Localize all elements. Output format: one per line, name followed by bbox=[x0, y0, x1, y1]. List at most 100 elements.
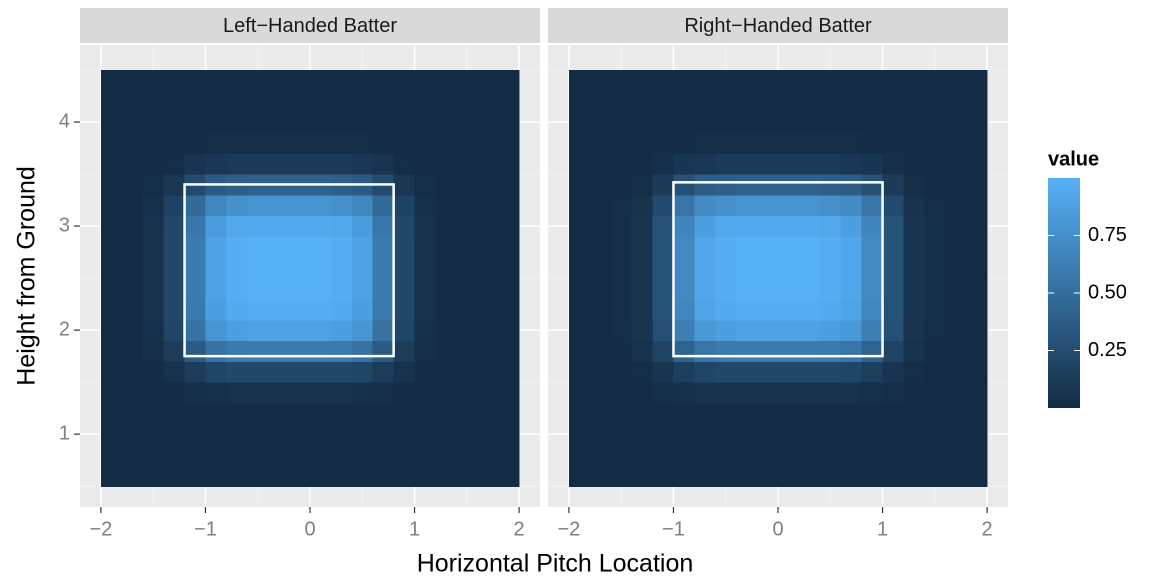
heat-cell bbox=[798, 298, 821, 321]
heat-cell bbox=[456, 194, 478, 217]
heat-cell bbox=[435, 90, 457, 113]
heat-cell bbox=[163, 361, 186, 383]
heat-cell bbox=[631, 111, 654, 134]
heat-cell bbox=[652, 423, 675, 446]
heat-cell bbox=[757, 257, 779, 279]
heat-cell bbox=[310, 153, 332, 175]
heat-cell bbox=[819, 382, 842, 404]
heat-cell bbox=[142, 382, 165, 404]
heat-cell bbox=[631, 90, 654, 113]
heat-cell bbox=[589, 215, 612, 238]
heat-cell bbox=[631, 340, 654, 362]
heat-cell bbox=[840, 236, 863, 258]
heat-cell bbox=[351, 111, 374, 134]
heat-cell bbox=[715, 194, 737, 217]
heat-cell bbox=[456, 278, 478, 300]
heat-cell bbox=[798, 278, 821, 300]
heat-cell bbox=[414, 340, 437, 362]
heat-cell bbox=[966, 90, 988, 113]
heat-cell bbox=[268, 402, 290, 425]
heat-cell bbox=[589, 278, 612, 300]
heat-cell bbox=[903, 69, 925, 92]
heat-cell bbox=[903, 402, 925, 425]
heat-cell bbox=[121, 111, 144, 134]
heat-cell bbox=[778, 465, 800, 487]
legend-title: value bbox=[1048, 148, 1099, 170]
heat-cell bbox=[778, 278, 800, 300]
heat-cell bbox=[247, 111, 269, 134]
heat-cell bbox=[163, 194, 186, 217]
heat-cell bbox=[393, 361, 416, 383]
heat-cell bbox=[778, 319, 800, 342]
heat-cell bbox=[610, 382, 633, 404]
heat-cell bbox=[393, 153, 416, 175]
heat-cell bbox=[100, 319, 123, 342]
heat-cell bbox=[351, 257, 374, 279]
heat-cell bbox=[589, 132, 612, 154]
heat-cell bbox=[163, 298, 186, 321]
heat-cell bbox=[289, 90, 311, 113]
heat-cell bbox=[184, 111, 207, 134]
heat-cell bbox=[840, 90, 863, 113]
heat-cell bbox=[903, 111, 925, 134]
heat-cell bbox=[205, 69, 227, 92]
heat-cell bbox=[966, 361, 988, 383]
heat-cell bbox=[882, 402, 905, 425]
heat-cell bbox=[163, 402, 186, 425]
heat-cell bbox=[924, 444, 946, 466]
x-tick-label: 0 bbox=[304, 518, 315, 540]
heat-cell bbox=[100, 423, 123, 446]
heat-cell bbox=[589, 111, 612, 134]
heat-cell bbox=[610, 90, 633, 113]
heat-cell bbox=[736, 465, 758, 487]
heat-cell bbox=[142, 215, 165, 238]
heat-cell bbox=[673, 257, 695, 279]
heat-cell bbox=[163, 257, 186, 279]
heat-cell bbox=[903, 174, 925, 196]
heat-cell bbox=[268, 382, 290, 404]
heat-cell bbox=[589, 174, 612, 196]
heat-cell bbox=[498, 319, 520, 342]
heat-cell bbox=[924, 215, 946, 238]
heat-cell bbox=[694, 90, 716, 113]
heat-cell bbox=[673, 361, 695, 383]
heat-cell bbox=[798, 465, 821, 487]
heat-cell bbox=[121, 236, 144, 258]
strip-title: Left−Handed Batter bbox=[223, 15, 397, 37]
heat-cell bbox=[819, 69, 842, 92]
heat-cell bbox=[226, 69, 248, 92]
heat-cell bbox=[736, 361, 758, 383]
heat-cell bbox=[477, 236, 499, 258]
heat-cell bbox=[289, 319, 311, 342]
heat-cell bbox=[652, 174, 675, 196]
heat-cell bbox=[498, 257, 520, 279]
heat-cell bbox=[736, 382, 758, 404]
heat-cell bbox=[945, 215, 967, 238]
heat-cell bbox=[121, 194, 144, 217]
heat-cell bbox=[247, 444, 269, 466]
heat-cell bbox=[966, 444, 988, 466]
heat-cell bbox=[840, 298, 863, 321]
heat-cell bbox=[757, 340, 779, 362]
heat-cell bbox=[100, 278, 123, 300]
heat-cell bbox=[757, 90, 779, 113]
heat-cell bbox=[652, 298, 675, 321]
heat-cell bbox=[100, 298, 123, 321]
x-tick-label: −1 bbox=[194, 518, 217, 540]
heat-cell bbox=[289, 361, 311, 383]
heat-cell bbox=[568, 361, 591, 383]
heat-cell bbox=[477, 340, 499, 362]
heat-cell bbox=[840, 382, 863, 404]
heat-cell bbox=[610, 111, 633, 134]
heat-cell bbox=[819, 423, 842, 446]
heat-cell bbox=[778, 423, 800, 446]
heat-cell bbox=[477, 90, 499, 113]
heat-cell bbox=[882, 465, 905, 487]
heat-cell bbox=[694, 215, 716, 238]
heat-cell bbox=[631, 194, 654, 217]
heat-cell bbox=[310, 465, 332, 487]
heat-cell bbox=[268, 319, 290, 342]
heat-cell bbox=[715, 174, 737, 196]
heat-cell bbox=[498, 174, 520, 196]
heat-cell bbox=[498, 402, 520, 425]
